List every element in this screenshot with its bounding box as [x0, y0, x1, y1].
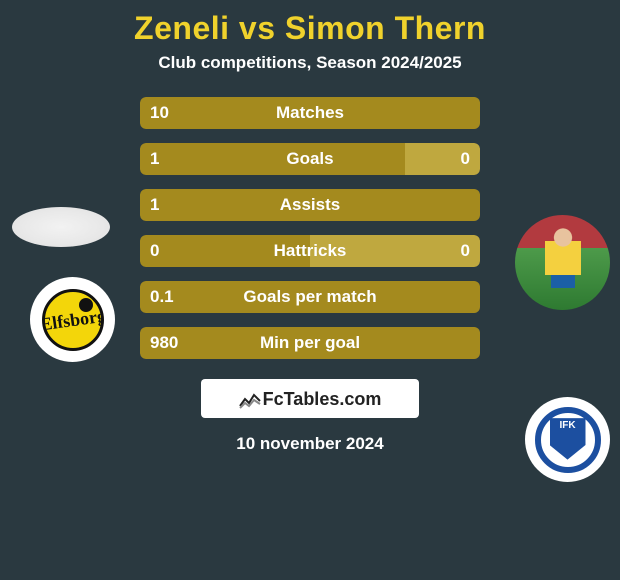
- page-title: Zeneli vs Simon Thern: [0, 0, 620, 47]
- player-right-avatar: [515, 215, 610, 310]
- brand-icon: [239, 391, 261, 409]
- stat-value-right: 0: [461, 241, 470, 261]
- brand-plate[interactable]: FcTables.com: [201, 379, 419, 418]
- stat-value-left: 10: [150, 103, 169, 123]
- stat-rows: 10Matches10Goals1Assists00Hattricks0.1Go…: [140, 97, 480, 359]
- stat-value-left: 0.1: [150, 287, 174, 307]
- stat-value-left: 1: [150, 149, 159, 169]
- stat-label: Assists: [280, 195, 340, 215]
- stat-value-left: 1: [150, 195, 159, 215]
- player-left-avatar: [12, 207, 110, 247]
- stat-label: Min per goal: [260, 333, 360, 353]
- stat-value-left: 0: [150, 241, 159, 261]
- stat-value-left: 980: [150, 333, 178, 353]
- stat-row: 10 Matches: [140, 97, 480, 129]
- stat-row: 0 0 Hattricks: [140, 235, 480, 267]
- stat-row: 1 Assists: [140, 189, 480, 221]
- comparison-panel: Elfsborg IFK 10Matches10Goals1Assists00H…: [0, 97, 620, 454]
- stat-value-right: 0: [461, 149, 470, 169]
- stat-label: Hattricks: [274, 241, 347, 261]
- club-crest-left: Elfsborg: [30, 277, 115, 362]
- stat-label: Goals per match: [243, 287, 376, 307]
- stat-row: 0.1 Goals per match: [140, 281, 480, 313]
- stat-bar-left: [140, 143, 405, 175]
- stat-label: Matches: [276, 103, 344, 123]
- club-crest-right: IFK: [525, 397, 610, 482]
- brand-text: FcTables.com: [263, 389, 382, 410]
- stat-label: Goals: [286, 149, 333, 169]
- stat-row: 1 0 Goals: [140, 143, 480, 175]
- club-crest-left-label: Elfsborg: [42, 289, 104, 351]
- club-crest-right-label: IFK: [550, 418, 586, 460]
- stat-row: 980 Min per goal: [140, 327, 480, 359]
- subtitle: Club competitions, Season 2024/2025: [0, 53, 620, 73]
